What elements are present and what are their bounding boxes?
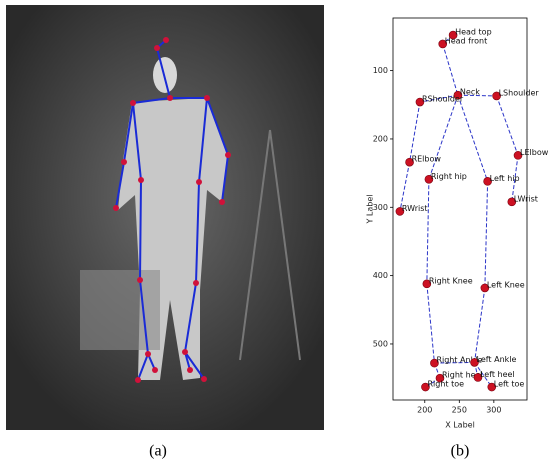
skeleton-link	[474, 362, 493, 388]
point-label: Right Knee	[429, 276, 473, 285]
joint-point	[430, 358, 439, 368]
skeleton-link	[419, 94, 459, 103]
joint-point	[507, 197, 517, 207]
point-label: Right Ankle	[436, 356, 482, 365]
joint-point	[405, 157, 414, 167]
point-label: Head front	[445, 36, 488, 45]
point-label: Left Ankle	[477, 355, 517, 364]
joint-point	[438, 39, 448, 49]
joint-point	[453, 90, 463, 100]
y-tick-label: 500	[373, 339, 388, 348]
caption: (b)	[451, 443, 470, 460]
plot-frame	[392, 17, 528, 401]
y-axis-label: Y Label	[366, 194, 375, 224]
x-tick-label: 200	[417, 406, 432, 415]
skeleton-link	[434, 361, 475, 364]
point-label: LElbow	[520, 148, 549, 157]
joint-point	[395, 207, 405, 216]
y-tick-label: 400	[373, 271, 388, 280]
joint-point	[473, 373, 483, 382]
skeleton-link	[457, 94, 497, 97]
skeleton-link	[496, 95, 519, 156]
y-tick-label: 300	[373, 203, 388, 212]
point-label: RElbow	[412, 155, 442, 164]
point-label: Right toe	[427, 380, 464, 389]
caption: (a)	[149, 443, 167, 460]
thermal-image	[6, 5, 324, 430]
point-label: Head top	[455, 28, 492, 37]
joint-point	[435, 373, 445, 383]
skeleton-link	[474, 287, 486, 363]
joint-point	[448, 30, 458, 40]
joint-point	[492, 91, 501, 101]
point-label: RWrist	[402, 204, 428, 213]
skeleton-link	[426, 283, 435, 364]
joint-point	[470, 358, 479, 367]
point-label: LShoulder	[499, 88, 540, 97]
skeleton-link	[399, 162, 411, 212]
point-label: Left hip	[490, 174, 520, 183]
skeleton-link	[442, 43, 459, 96]
point-label: RShoulder	[422, 95, 464, 104]
point-label: Neck	[460, 88, 480, 97]
joint-point	[415, 97, 425, 107]
joint-point	[487, 382, 497, 392]
x-axis-label: X Label	[445, 421, 475, 430]
joint-point	[422, 279, 432, 289]
point-label: LWrist	[514, 194, 538, 203]
joint-point	[424, 174, 434, 184]
point-label: Left Knee	[487, 280, 525, 289]
point-label: Left toe	[494, 380, 525, 389]
skeleton-link	[484, 181, 489, 288]
skeleton-link	[426, 179, 430, 284]
joint-point	[513, 151, 523, 160]
x-tick-label: 300	[486, 406, 501, 415]
point-label: Left heel	[480, 370, 515, 379]
x-tick-label: 250	[452, 406, 467, 415]
point-label: Right heel	[442, 371, 483, 380]
skeleton-link	[457, 95, 489, 182]
joint-point	[483, 177, 492, 186]
joint-point	[421, 382, 430, 392]
y-tick-label: 200	[373, 134, 388, 143]
y-tick-label: 100	[373, 66, 388, 75]
skeleton-link	[409, 101, 421, 163]
point-label: Right hip	[431, 172, 467, 181]
skeleton-link	[511, 155, 519, 202]
skeleton-link	[428, 95, 459, 180]
joint-point	[480, 283, 490, 293]
